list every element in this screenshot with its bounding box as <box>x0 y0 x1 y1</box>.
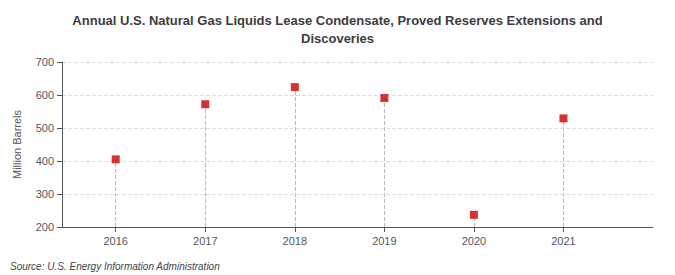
svg-text:200: 200 <box>36 221 54 233</box>
svg-text:2018: 2018 <box>283 235 307 247</box>
svg-text:2017: 2017 <box>193 235 217 247</box>
svg-text:2021: 2021 <box>551 235 575 247</box>
svg-text:Discoveries: Discoveries <box>301 31 374 46</box>
svg-text:2016: 2016 <box>103 235 127 247</box>
svg-text:2020: 2020 <box>462 235 486 247</box>
svg-text:Annual U.S. Natural Gas Liquid: Annual U.S. Natural Gas Liquids Lease Co… <box>72 13 602 28</box>
svg-text:Source: U.S. Energy Informatio: Source: U.S. Energy Information Administ… <box>10 261 220 272</box>
svg-text:700: 700 <box>36 56 54 68</box>
svg-text:Million Barrels: Million Barrels <box>11 109 23 179</box>
svg-text:2019: 2019 <box>372 235 396 247</box>
svg-text:500: 500 <box>36 122 54 134</box>
svg-text:300: 300 <box>36 188 54 200</box>
svg-text:400: 400 <box>36 155 54 167</box>
svg-text:600: 600 <box>36 89 54 101</box>
